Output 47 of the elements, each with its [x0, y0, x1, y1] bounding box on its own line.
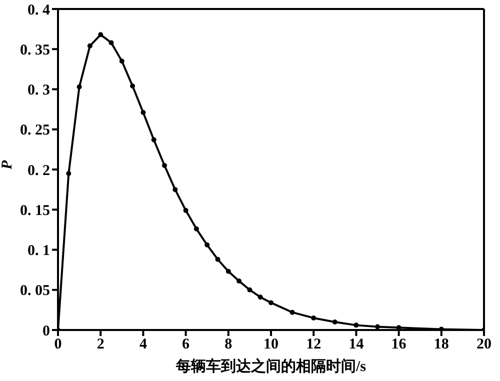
point — [87, 43, 92, 48]
y-tick-label: 0. 25 — [20, 122, 50, 139]
point — [204, 242, 210, 248]
point — [290, 310, 295, 315]
point — [140, 110, 146, 116]
point — [108, 40, 114, 46]
point — [247, 287, 252, 292]
y-tick-label: 0. 35 — [20, 42, 50, 58]
point — [66, 171, 72, 176]
point — [162, 162, 167, 168]
point — [354, 322, 359, 328]
point — [215, 256, 220, 262]
y-tick-label: 0. 3 — [28, 82, 50, 99]
y-tick-label: 0. 15 — [20, 202, 50, 219]
y-tick-label: 0 — [42, 323, 50, 340]
point — [119, 58, 124, 64]
x-tick-label: 18 — [434, 336, 449, 353]
x-tick-label: 10 — [264, 336, 278, 353]
point — [194, 226, 199, 232]
y-tick-label: 0. 05 — [20, 283, 50, 300]
x-tick-label: 12 — [306, 336, 322, 353]
point — [130, 84, 136, 89]
point — [98, 32, 104, 38]
x-tick-label: 16 — [391, 336, 407, 353]
point — [311, 315, 316, 320]
x-tick-label: 8 — [224, 336, 232, 353]
point — [236, 278, 242, 284]
y-tick-label: 0. 1 — [28, 243, 50, 260]
point — [76, 84, 82, 90]
x-tick-label: 0 — [54, 336, 62, 353]
x-tick-label: 2 — [96, 336, 104, 353]
y-axis-title: P — [0, 160, 16, 170]
x-tick-label: 20 — [476, 336, 492, 353]
point — [258, 294, 263, 300]
x-tick-label: 4 — [139, 336, 148, 353]
point — [375, 324, 380, 330]
point — [151, 137, 156, 142]
point — [332, 319, 338, 324]
x-tick-label: 6 — [182, 336, 190, 353]
point — [268, 300, 274, 306]
x-tick-label: 14 — [348, 336, 364, 353]
y-tick-label: 0. 2 — [28, 162, 50, 179]
point — [226, 268, 231, 274]
x-axis-title: 每辆车到达之间的相隔时间/s — [174, 357, 366, 375]
point — [183, 208, 188, 213]
point — [172, 187, 178, 192]
y-tick-label: 0. 4 — [28, 2, 50, 18]
